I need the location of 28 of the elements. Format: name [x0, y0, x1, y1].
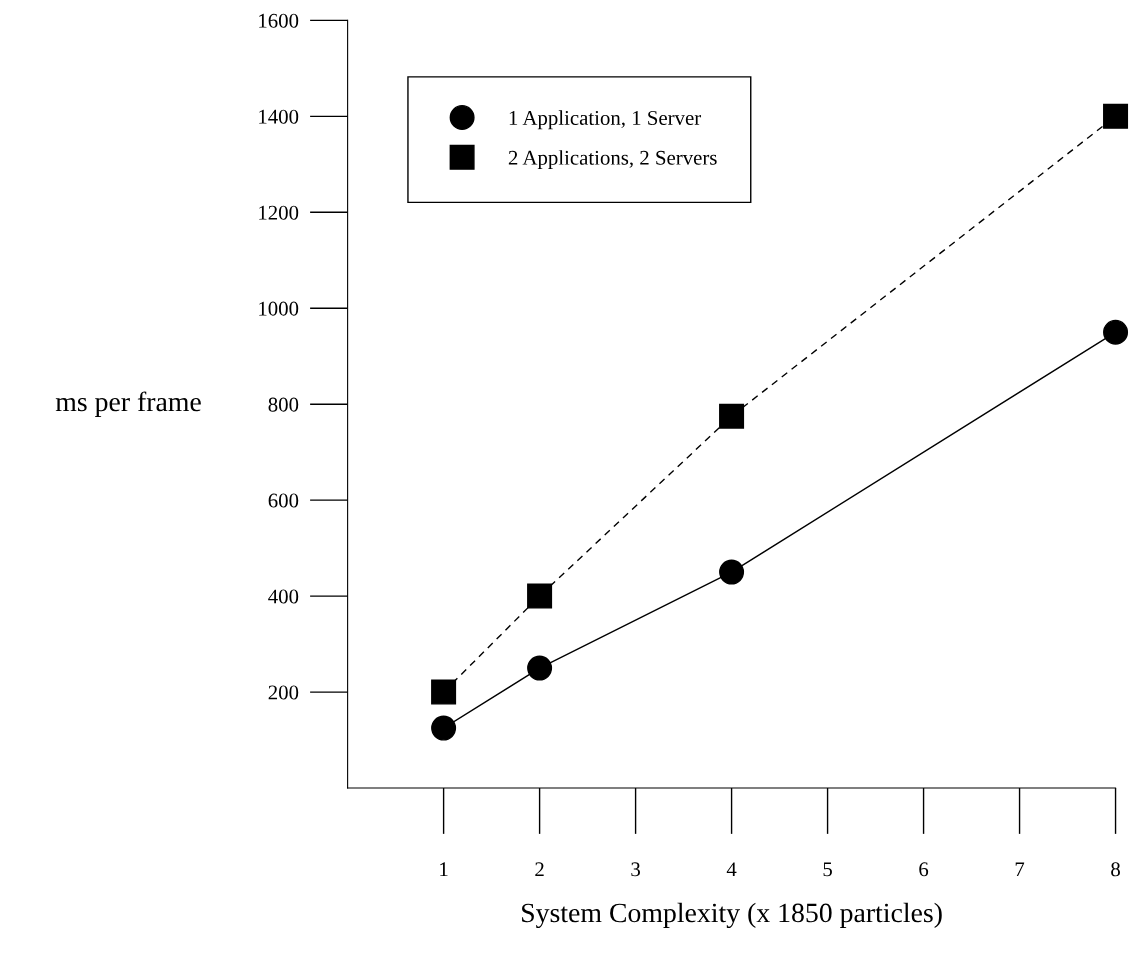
y-tick-label: 400: [268, 589, 299, 604]
x-tick-label: 2: [535, 862, 544, 877]
y-tick-label: 1000: [259, 301, 299, 316]
x-tick-label: 6: [919, 862, 929, 877]
point: [527, 583, 553, 609]
legend-label: 1 Application, 1 Server: [509, 110, 702, 130]
point: [527, 655, 553, 681]
y-axis-title: ms per frame: [55, 391, 201, 417]
y-tick-label: 600: [268, 493, 299, 508]
point: [1103, 319, 1129, 345]
y-tick-label: 1600: [259, 13, 299, 28]
point: [719, 403, 745, 429]
y-tick-label: 1200: [259, 205, 299, 220]
x-tick-label: 8: [1111, 862, 1120, 877]
point: [431, 715, 457, 741]
y-tick-label: 1400: [259, 109, 299, 124]
x-tick-label: 3: [631, 862, 640, 877]
x-tick-label: 1: [440, 862, 448, 877]
y-tick-label: 200: [268, 685, 299, 700]
x-tick-label: 4: [726, 862, 737, 877]
point: [431, 679, 457, 705]
x-tick-label: 5: [823, 862, 832, 877]
point: [719, 559, 745, 585]
y-tick-label: 800: [268, 397, 299, 412]
x-axis-title: System Complexity (x 1850 particles): [522, 902, 942, 929]
x-tick-label: 7: [1015, 862, 1025, 877]
point: [1103, 103, 1129, 129]
legend-label: 2 Applications, 2 Servers: [508, 150, 717, 170]
